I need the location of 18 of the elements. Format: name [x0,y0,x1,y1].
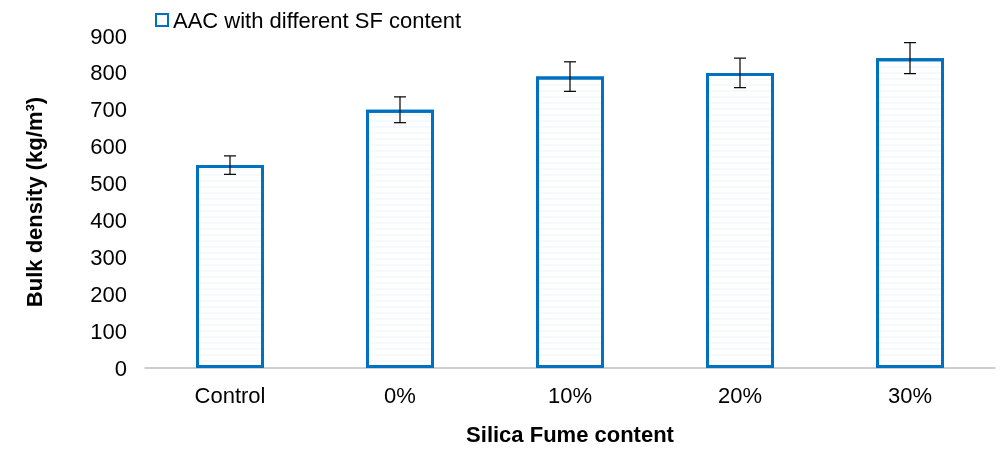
x-tick-label: 0% [384,382,416,408]
x-tick-label: 20% [717,382,763,408]
y-tick-label: 700 [90,97,127,123]
x-tick-label: 30% [887,382,933,408]
legend-label: AAC with different SF content [173,7,462,33]
x-axis-title: Silica Fume content [466,421,675,447]
y-tick-label: 300 [90,244,127,270]
x-tick-label: Control [194,382,266,408]
x-tick-label: 10% [547,382,593,408]
y-tick-label: 600 [90,134,127,160]
y-tick-label: 400 [90,207,127,233]
y-tick-label: 500 [90,171,127,197]
y-axis-title: Bulk density (kg/m³) [21,96,47,308]
y-tick-label: 100 [90,318,127,344]
y-tick-label: 200 [90,281,127,307]
y-tick-label: 900 [90,23,127,49]
y-tick-label: 0 [114,355,127,381]
y-tick-label: 800 [90,60,127,86]
